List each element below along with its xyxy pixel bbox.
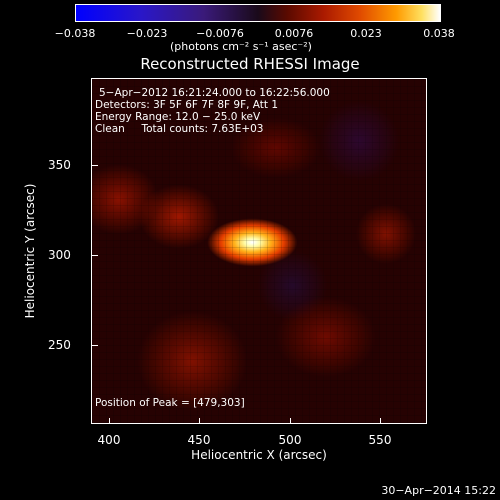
y-tick-label: 250 [48,338,71,352]
info-energy-range: Energy Range: 12.0 − 25.0 keV [95,111,261,123]
x-axis-label: Heliocentric X (arcsec) [191,448,327,462]
x-tick-label: 550 [368,433,392,447]
x-tick-mark [109,418,110,424]
x-tick-mark [290,418,291,424]
x-tick-label: 500 [278,433,302,447]
image-heatmap [92,79,426,423]
x-tick-mark [380,418,381,424]
colorbar-tick-label: 0.038 [423,27,455,40]
colorbar-unit: (photons cm⁻² s⁻¹ asec⁻²) [170,40,312,53]
colorbar-tick-label: −0.023 [126,27,168,40]
y-axis-label: Heliocentric Y (arcsec) [23,183,37,319]
x-tick-label: 450 [187,433,211,447]
colorbar-tick-label: 0.023 [350,27,382,40]
y-tick-label: 300 [48,248,71,262]
info-clean-counts: Clean Total counts: 7.63E+03 [95,123,264,135]
info-time-range: 5−Apr−2012 16:21:24.000 to 16:22:56.000 [99,87,330,99]
colorbar [75,4,441,22]
info-detectors: Detectors: 3F 5F 6F 7F 8F 9F, Att 1 [95,99,279,111]
x-tick-label: 400 [97,433,121,447]
y-tick-mark [92,345,98,346]
colorbar-tick-label: −0.038 [54,27,96,40]
peak-position: Position of Peak = [479,303] [95,397,245,409]
colorbar-tick-label: −0.0076 [196,27,244,40]
timestamp: 30−Apr−2014 15:22 [381,484,496,497]
pixel-grid [92,79,426,423]
rhessi-image [91,78,427,424]
plot-title: Reconstructed RHESSI Image [140,55,360,73]
colorbar-tick-label: 0.0076 [274,27,314,40]
y-tick-mark [92,255,98,256]
y-tick-label: 350 [48,158,71,172]
x-tick-mark [199,418,200,424]
y-tick-mark [92,165,98,166]
